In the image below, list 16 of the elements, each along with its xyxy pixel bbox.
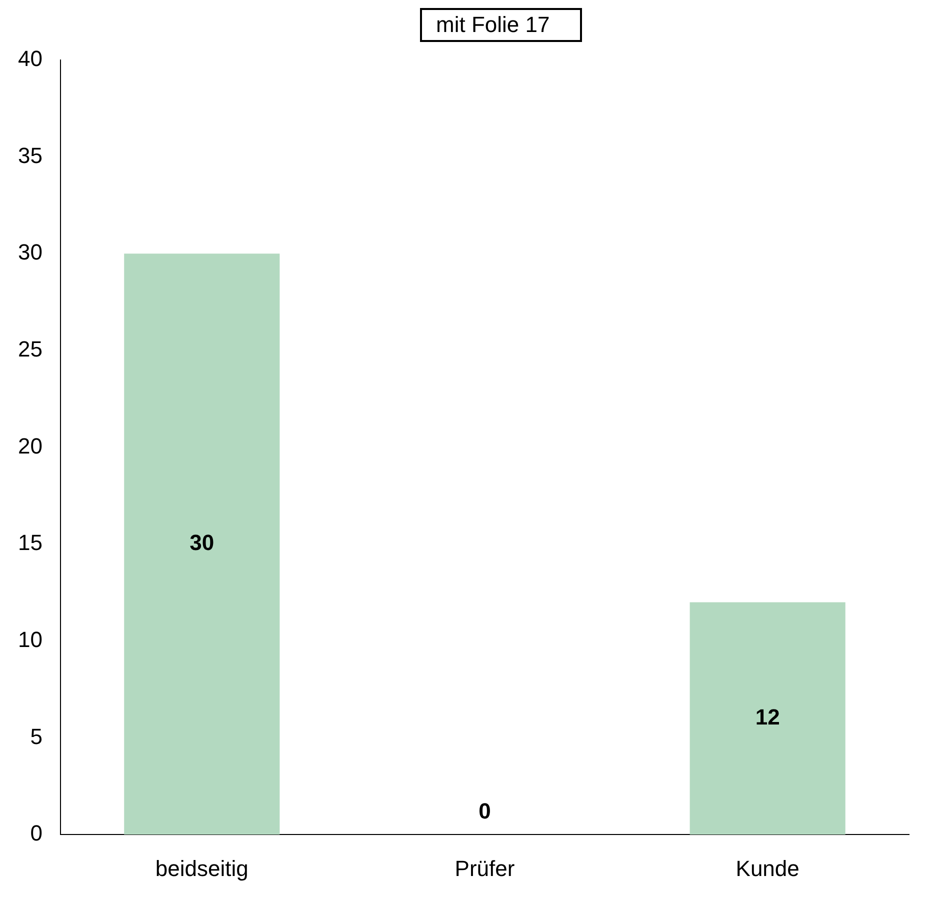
data-label: 0 [478, 798, 491, 824]
data-label: 12 [755, 704, 780, 730]
y-tick-label: 0 [30, 820, 42, 846]
data-label: 30 [190, 530, 214, 556]
x-tick-label: beidseitig [155, 856, 248, 881]
y-tick-label: 10 [18, 627, 42, 652]
x-tick-label: Prüfer [454, 856, 515, 881]
text: mit Folie 17 [420, 8, 582, 42]
y-tick-label: 25 [18, 336, 42, 362]
x-tick-label: Kunde [736, 856, 800, 881]
y-tick-label: 35 [18, 142, 42, 168]
y-tick-label: 40 [18, 46, 42, 72]
y-tick-label: 5 [30, 724, 42, 749]
y-tick-label: 30 [18, 240, 42, 265]
y-tick-label: 15 [18, 530, 42, 556]
y-tick-label: 20 [18, 433, 42, 458]
